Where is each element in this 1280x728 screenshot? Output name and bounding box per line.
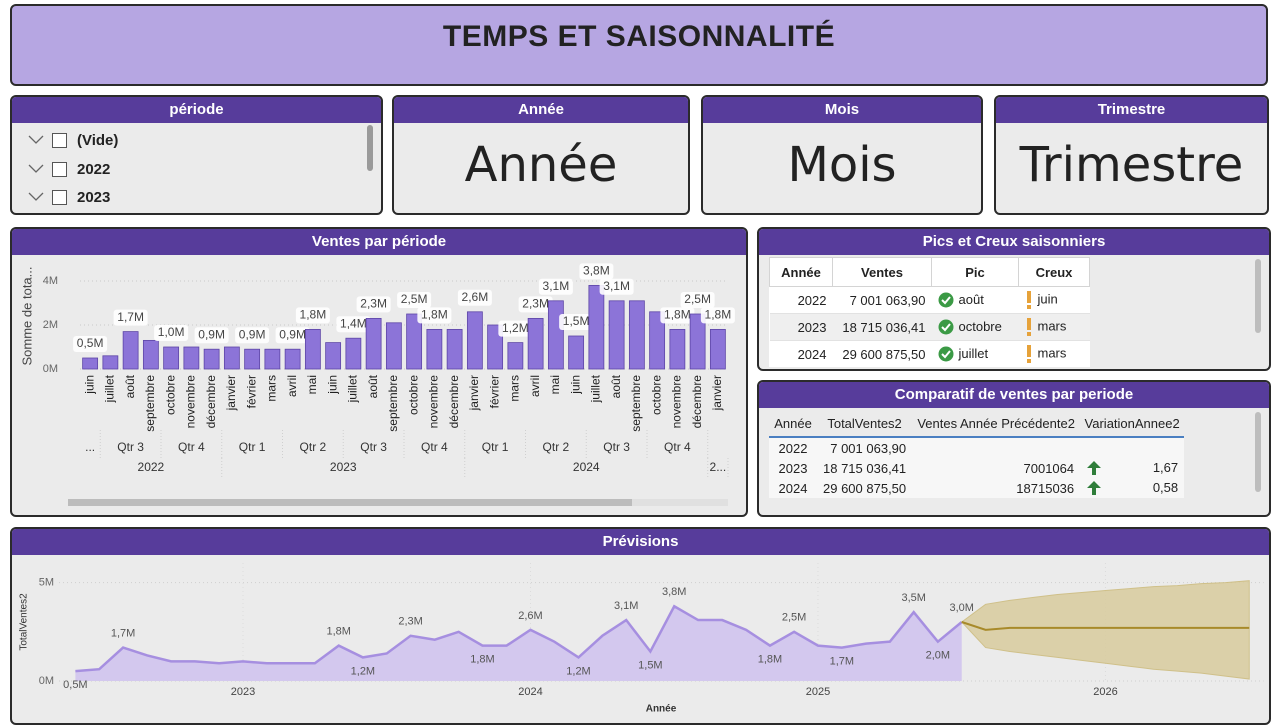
table-row: 2023 18 715 036,41 octobre mars [769, 313, 1090, 341]
table-cell: 2022 [778, 440, 808, 456]
card-title: Année [394, 97, 688, 123]
header-panel: TEMPS ET SAISONNALITÉ [10, 4, 1268, 86]
table-cell [1080, 437, 1184, 458]
slicer-item-label: (Vide) [77, 131, 119, 149]
table-cell: 1,67 [1080, 458, 1184, 478]
table-cell: 18 715 036,41 [832, 313, 932, 341]
table-panel: Comparatif de ventes par periode Année To… [757, 380, 1271, 517]
table-cell: 2023 [769, 313, 833, 341]
table-row: 2024 29 600 875,50 juillet mars [769, 340, 1090, 367]
column-header: VariationAnnee2 [1080, 410, 1185, 438]
table-row: 2022 7 001 063,90 [769, 437, 1184, 458]
bar-chart-panel: Ventes par période [10, 227, 748, 517]
trough-icon [1026, 291, 1031, 309]
table-row: 2023 18 715 036,41 7001064 1,67 [769, 458, 1184, 478]
card-value: Année [464, 137, 618, 193]
peak-icon [938, 292, 953, 308]
table-cell: 2024 [778, 480, 808, 496]
slicer-item[interactable]: 2022 [28, 157, 110, 181]
table-cell: 2022 [769, 286, 833, 314]
up-arrow [1087, 481, 1102, 495]
card-value: Mois [787, 137, 897, 193]
slicer-item[interactable]: 2023 [28, 185, 110, 209]
up-arrow [1087, 461, 1102, 475]
header-row: Année Ventes Pic Creux [769, 257, 1090, 287]
table-cell [912, 437, 1080, 458]
card: Mois Mois [701, 95, 983, 215]
table-cell: 18 715 036,41 [823, 460, 907, 476]
table-cell: juillet [931, 340, 1019, 367]
table-cell: 2024 [769, 340, 833, 367]
scrollbar[interactable] [1255, 259, 1261, 333]
chevron [28, 135, 44, 144]
page-title: TEMPS ET SAISONNALITÉ [442, 20, 836, 53]
slicer-title: période [12, 97, 381, 123]
slicer-item-label: 2023 [77, 188, 111, 206]
card: Trimestre Trimestre [994, 95, 1269, 215]
data-table: Année Ventes Pic Creux 2022 7 001 063,90 août j… [769, 257, 1090, 367]
column-header: Ventes Année Précédente2 [912, 410, 1081, 438]
table-cell: 7001064 [1023, 460, 1075, 476]
checkbox[interactable] [52, 161, 67, 177]
column-header: Ventes [832, 257, 932, 287]
table-row: 2022 7 001 063,90 août juin [769, 286, 1090, 314]
table-cell: 29 600 875,50 [832, 340, 932, 367]
column-header: Pic [931, 257, 1019, 287]
table-cell: août [931, 286, 1019, 314]
table-cell: 0,58 [1080, 478, 1184, 498]
table-cell: octobre [931, 313, 1019, 341]
slicer-item[interactable]: (Vide) [28, 128, 118, 152]
card: Année Année [392, 95, 690, 215]
scrollbar[interactable] [367, 125, 373, 171]
card-title: Trimestre [996, 97, 1267, 123]
data-table: Année TotalVentes2 Ventes Année Précédente… [769, 410, 1185, 498]
table-cell: 2023 [778, 460, 808, 476]
table-cell: mars [1018, 313, 1090, 341]
card-value: Trimestre [1019, 137, 1244, 193]
card-title: Mois [703, 97, 981, 123]
table-panel: Pics et Creux saisonniers Année Ventes Pic… [757, 227, 1271, 371]
header-row: Année TotalVentes2 Ventes Année Précédente… [769, 410, 1185, 438]
table-title: Comparatif de ventes par periode [759, 382, 1269, 408]
trough-icon [1026, 345, 1031, 363]
table-cell: juin [1018, 286, 1090, 314]
table-cell: 7 001 063,90 [832, 286, 932, 314]
scrollbar[interactable] [1255, 412, 1261, 492]
column-header: Creux [1018, 257, 1090, 287]
chevron [28, 164, 44, 173]
table-cell: 18715036 [1016, 480, 1075, 496]
table-row: 2024 29 600 875,50 18715036 0,58 [769, 478, 1184, 498]
slicer-panel: période (Vide) 2022 2023 [10, 95, 383, 215]
table-cell: 29 600 875,50 [823, 480, 907, 496]
forecast-panel: Prévisions [10, 527, 1271, 725]
slicer-item-label: 2022 [77, 160, 111, 178]
chevron [28, 192, 44, 201]
chart-title: Prévisions [12, 529, 1269, 555]
table-title: Pics et Creux saisonniers [759, 229, 1269, 255]
column-header: Année [769, 257, 833, 287]
table-cell: mars [1018, 340, 1090, 367]
trough-icon [1026, 318, 1031, 336]
column-header: Année [769, 410, 817, 438]
column-header: TotalVentes2 [817, 410, 913, 438]
peak-icon [938, 319, 953, 335]
checkbox[interactable] [52, 189, 67, 205]
checkbox[interactable] [52, 132, 67, 148]
table-cell: 7 001 063,90 [830, 440, 907, 456]
chart-title: Ventes par période [12, 229, 746, 255]
peak-icon [938, 346, 953, 362]
